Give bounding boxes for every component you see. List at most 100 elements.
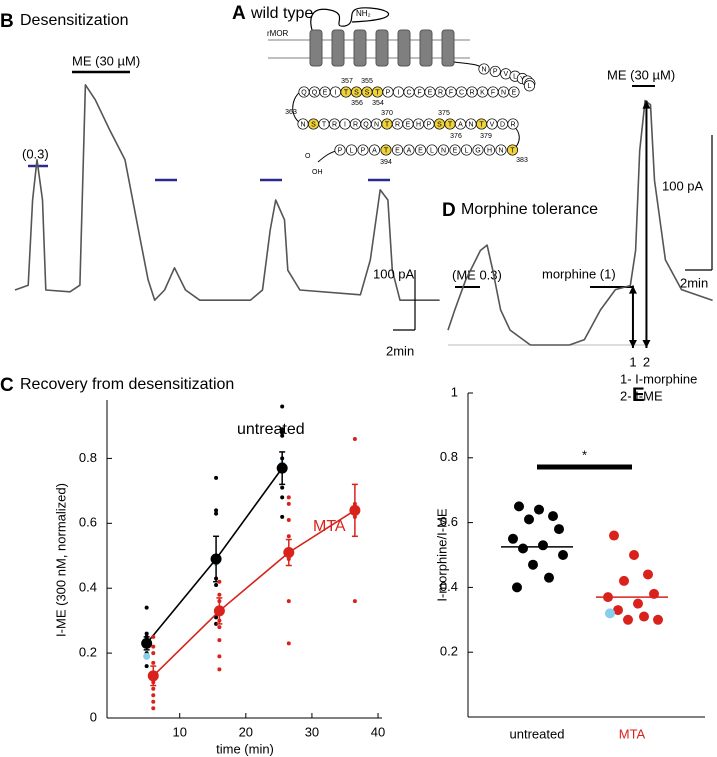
scale-label: 100 pA — [373, 266, 415, 281]
residue-letter: R — [353, 121, 358, 128]
residue-letter: H — [416, 121, 421, 128]
residue-letter: D — [500, 121, 505, 128]
point — [514, 501, 524, 512]
point — [217, 579, 222, 584]
point — [217, 592, 222, 597]
y-tick-label: 0.8 — [440, 449, 458, 464]
residue-letter: R — [438, 89, 443, 96]
arrow-head — [628, 285, 637, 294]
residue-letter: C — [406, 89, 411, 96]
residue-letter: T — [384, 147, 389, 154]
point — [286, 599, 291, 604]
point — [144, 605, 149, 610]
arrow-label: 1 — [629, 354, 636, 369]
panel-title: Recovery from desensitization — [20, 376, 234, 393]
trace — [447, 99, 713, 346]
residue-letter: E — [395, 147, 400, 154]
point — [518, 543, 528, 554]
x-tick-label: MTA — [619, 726, 646, 741]
mean-point — [141, 637, 153, 649]
residue-letter: E — [512, 89, 517, 96]
point — [151, 634, 156, 639]
panel-label: C — [0, 375, 14, 396]
residue-letter: L — [350, 147, 354, 154]
point — [151, 693, 156, 698]
x-tick-label: untreated — [510, 726, 565, 741]
panel-title: wild type — [250, 5, 313, 22]
residue-letter: Q — [301, 89, 307, 96]
scale-label: 100 pA — [662, 178, 704, 193]
x-axis-label: time (min) — [216, 741, 274, 756]
point — [286, 518, 291, 523]
residue-letter: F — [417, 89, 421, 96]
residue-number: 355 — [361, 78, 373, 85]
point — [151, 660, 156, 665]
residue-number: 379 — [480, 133, 492, 140]
residue-letter: C — [459, 89, 464, 96]
annotation: ME (30 µM) — [72, 53, 140, 68]
panel-title: Desensitization — [20, 12, 129, 29]
residue-letter: P — [386, 89, 391, 96]
scale-label: 2min — [680, 275, 708, 290]
residue-letter: T — [322, 121, 327, 128]
x-tick-label: 40 — [371, 724, 385, 739]
point — [524, 514, 534, 525]
point — [538, 540, 548, 551]
point — [352, 599, 357, 604]
point — [280, 514, 285, 519]
residue — [478, 63, 490, 75]
residue-letter: V — [503, 71, 508, 78]
point — [554, 524, 564, 535]
residue-letter: T — [510, 147, 515, 154]
residue — [495, 144, 507, 156]
residue — [414, 144, 427, 156]
point — [151, 699, 156, 704]
residue-letter: T — [448, 121, 453, 128]
residues: NPVLYAFLQQEITSSTPICFERFCRKFNENSTRIRQNTRE… — [297, 63, 536, 156]
point — [629, 550, 639, 560]
residue-letter: P — [361, 147, 366, 154]
residue-letter: L — [527, 83, 531, 90]
residue — [472, 144, 484, 156]
residue — [483, 144, 496, 156]
residue-number: 363 — [285, 109, 297, 116]
arrow-label: 2 — [643, 354, 650, 369]
residue-letter: N — [498, 147, 503, 154]
series-label: untreated — [237, 421, 305, 438]
residue-letter: R — [395, 121, 400, 128]
point — [214, 582, 219, 587]
annotation: morphine (1) — [542, 266, 616, 281]
point — [286, 501, 291, 506]
point — [528, 559, 538, 570]
note: 1- I-morphine — [620, 371, 697, 386]
y-tick-label: 0.4 — [440, 579, 458, 594]
point — [217, 625, 222, 630]
residue-letter: A — [458, 121, 463, 128]
x-tick-label: 20 — [239, 724, 253, 739]
residue-letter: N — [374, 121, 379, 128]
residue — [368, 144, 381, 156]
annotation: (0.3) — [22, 146, 49, 161]
residue-number: 356 — [351, 100, 363, 107]
panel-label: A — [232, 3, 246, 24]
helices — [309, 29, 455, 67]
point — [280, 427, 285, 432]
residue-letter: R — [332, 121, 337, 128]
residue-number: 375 — [438, 110, 450, 117]
residue-letter: E — [453, 147, 458, 154]
residue — [380, 144, 392, 156]
point — [151, 686, 156, 691]
y-tick-label: 0.2 — [440, 644, 458, 659]
n-terminus-label: NH₂ — [356, 9, 371, 18]
point — [633, 598, 643, 609]
residue-number: 383 — [516, 157, 528, 164]
point — [280, 495, 285, 500]
panel-title: Morphine tolerance — [461, 201, 598, 218]
panel-label: D — [442, 200, 456, 221]
residue-number: 357 — [341, 78, 353, 85]
residue-letter: F — [491, 89, 495, 96]
arrow-head — [642, 100, 651, 109]
point — [609, 530, 619, 541]
residue-number: 376 — [450, 133, 462, 140]
drug-bars — [455, 85, 655, 288]
